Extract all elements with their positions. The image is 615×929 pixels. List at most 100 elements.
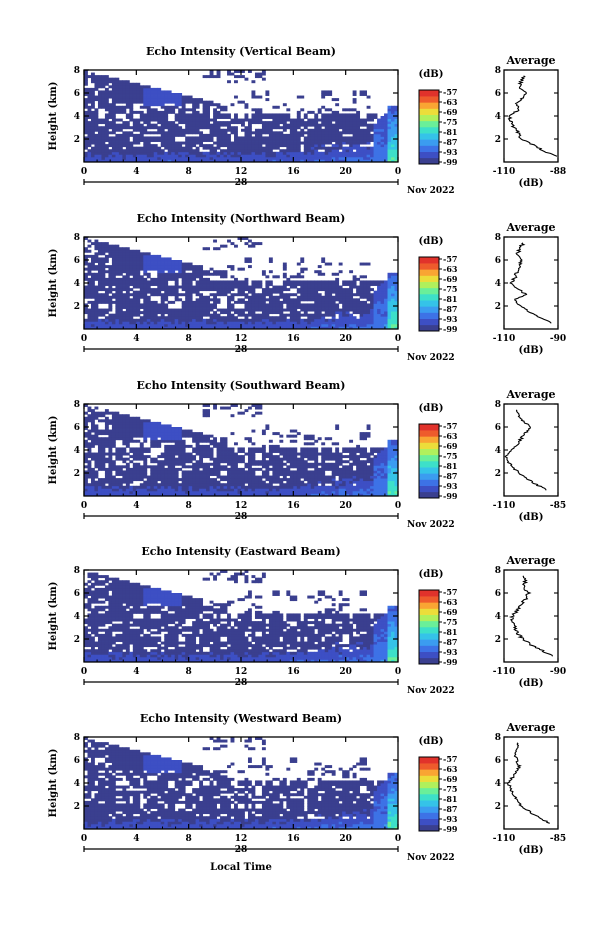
panel-title: Echo Intensity (Vertical Beam) <box>146 45 336 58</box>
heatmap-cell <box>279 151 284 155</box>
heatmap-cell <box>213 270 217 274</box>
heatmap-cell <box>122 298 127 302</box>
heatmap-cell <box>227 321 231 325</box>
heatmap-cell <box>328 300 333 304</box>
heatmap-cell <box>178 427 183 430</box>
heatmap-cell <box>118 82 123 86</box>
heatmap-cell <box>289 151 294 155</box>
heatmap-cell <box>258 139 263 142</box>
heatmap-cell <box>143 434 148 438</box>
heatmap-cell <box>136 485 141 489</box>
heatmap-cell <box>275 321 280 325</box>
heatmap-cell <box>174 141 179 145</box>
heatmap-cell <box>282 267 287 271</box>
heatmap-cell <box>178 154 183 158</box>
heatmap-cell <box>192 465 197 469</box>
heatmap-cell <box>345 131 350 135</box>
heatmap-cell <box>136 293 141 297</box>
heatmap-cell <box>185 136 190 140</box>
heatmap-cell <box>167 485 172 489</box>
heatmap-cell <box>377 285 381 289</box>
heatmap-cell <box>87 444 92 448</box>
heatmap-cell <box>164 308 169 312</box>
heatmap-cell <box>192 270 197 274</box>
heatmap-cell <box>97 131 102 135</box>
heatmap-cell <box>150 316 155 320</box>
heatmap-cell <box>220 108 224 112</box>
heatmap-cell <box>220 270 224 274</box>
heatmap-cell <box>136 295 141 299</box>
heatmap-cell <box>213 300 217 304</box>
heatmap-cell <box>338 290 343 294</box>
heatmap-cell <box>178 293 183 297</box>
heatmap-cell <box>384 303 388 307</box>
heatmap-cell <box>111 131 116 135</box>
heatmap-cell <box>310 121 315 125</box>
heatmap-cell <box>90 444 95 448</box>
heatmap-cell <box>171 467 176 471</box>
heatmap-cell <box>387 303 392 307</box>
heatmap-cell <box>321 90 326 94</box>
heatmap-cell <box>164 293 169 297</box>
heatmap-cell <box>352 316 357 320</box>
heatmap-cell <box>185 473 190 476</box>
heatmap-cell <box>136 136 141 140</box>
heatmap-cell <box>258 293 263 297</box>
heatmap-cell <box>324 303 329 307</box>
heatmap-cell <box>153 116 158 119</box>
heatmap-cell <box>356 126 361 130</box>
heatmap-cell <box>87 159 92 163</box>
heatmap-cell <box>206 75 210 79</box>
heatmap-cell <box>296 156 301 160</box>
heatmap-cell <box>111 419 116 423</box>
heatmap-cell <box>394 154 399 158</box>
heatmap-cell <box>118 467 123 471</box>
heatmap-cell <box>84 77 88 81</box>
heatmap-cell <box>139 159 144 163</box>
heatmap-cell <box>143 262 148 266</box>
heatmap-cell <box>84 87 88 91</box>
heatmap-cell <box>122 252 127 256</box>
heatmap-cell <box>345 149 350 153</box>
heatmap-cell <box>206 414 210 418</box>
heatmap-cell <box>129 298 134 302</box>
heatmap-cell <box>94 306 99 309</box>
heatmap-cell <box>122 478 127 482</box>
heatmap-cell <box>321 321 326 325</box>
heatmap-cell <box>307 280 312 284</box>
heatmap-cell <box>289 156 294 160</box>
heatmap-cell <box>192 277 197 281</box>
heatmap-cell <box>111 105 116 109</box>
y-axis-label: Height (km) <box>48 82 59 151</box>
heatmap-cell <box>164 262 169 266</box>
heatmap-cell <box>108 149 113 153</box>
heatmap-cell <box>90 283 95 286</box>
heatmap-cell <box>90 306 95 309</box>
heatmap-cell <box>188 151 193 155</box>
heatmap-cell <box>258 242 263 246</box>
heatmap-cell <box>87 151 92 155</box>
heatmap-cell <box>118 133 123 137</box>
heatmap-cell <box>279 300 284 304</box>
heatmap-cell <box>227 280 231 284</box>
heatmap-cell <box>192 303 197 307</box>
heatmap-cell <box>174 133 179 137</box>
heatmap-cell <box>227 316 231 320</box>
heatmap-cell <box>394 277 399 281</box>
heatmap-cell <box>84 70 88 73</box>
heatmap-cell <box>279 303 284 307</box>
heatmap-cell <box>230 323 235 327</box>
heatmap-cell <box>258 144 263 148</box>
heatmap-cell <box>143 437 148 441</box>
heatmap-cell <box>160 123 165 127</box>
heatmap-cell <box>118 424 123 428</box>
heatmap-cell <box>122 470 127 474</box>
heatmap-cell <box>104 316 109 320</box>
heatmap-cell <box>363 318 367 322</box>
heatmap-cell <box>87 270 92 274</box>
heatmap-cell <box>282 321 287 325</box>
heatmap-cell <box>160 478 165 482</box>
heatmap-cell <box>220 131 224 135</box>
heatmap-cell <box>164 146 169 150</box>
heatmap-cell <box>307 326 312 330</box>
